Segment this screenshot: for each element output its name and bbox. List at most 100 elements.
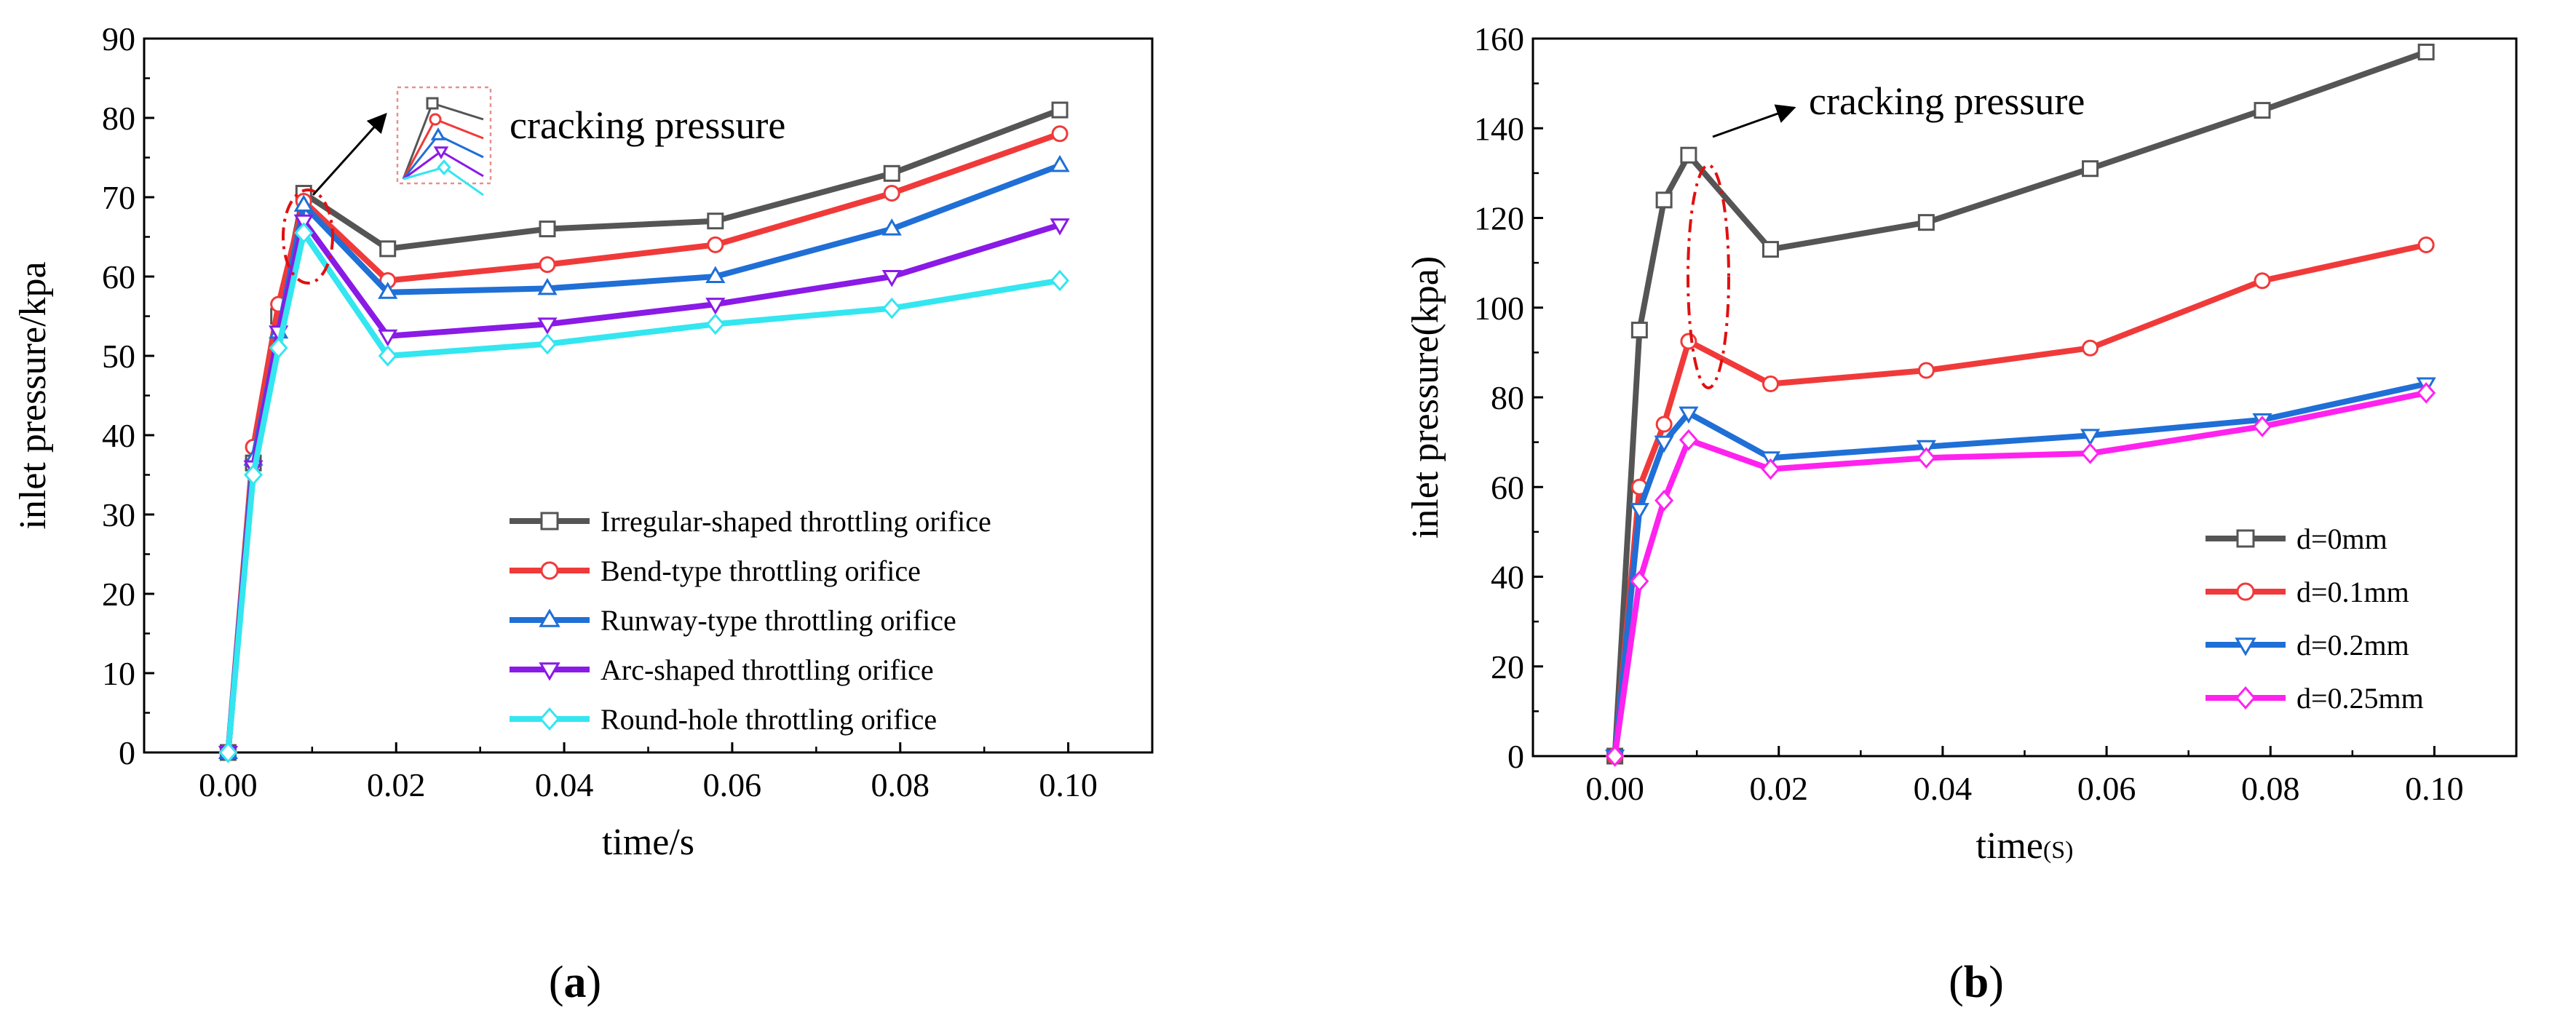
data-point-3-8 — [2417, 382, 2436, 404]
data-point-1-8 — [2417, 236, 2435, 253]
data-point-1-7 — [883, 185, 900, 202]
legend-marker-0 — [540, 512, 559, 531]
data-point-2-5 — [537, 277, 558, 295]
legend-label-0: d=0mm — [2296, 523, 2387, 555]
x-tick-label: 0.10 — [1039, 766, 1098, 803]
data-point-0-8 — [2417, 43, 2435, 60]
data-point-3-2 — [1654, 489, 1674, 512]
data-point-2-1 — [1629, 503, 1649, 520]
data-point-0-5 — [1917, 214, 1935, 231]
cracking-pressure-ellipse — [282, 188, 334, 285]
data-point-3-6 — [2080, 442, 2100, 464]
data-point-0-2 — [1655, 191, 1673, 209]
legend-label-2: d=0.2mm — [2296, 629, 2409, 662]
data-point-4-3 — [294, 222, 314, 244]
inset-rise-4 — [403, 166, 445, 180]
data-point-1-5 — [539, 256, 556, 274]
data-point-2-7 — [881, 218, 902, 236]
inset-fall-1 — [435, 118, 484, 140]
x-axis-label: time(S) — [1976, 825, 2074, 867]
annotation-text: cracking pressure — [1809, 79, 2085, 123]
y-tick-label: 0 — [1507, 738, 1524, 775]
legend-marker-2 — [539, 608, 560, 627]
y-tick-label: 80 — [102, 100, 135, 137]
y-tick-label: 50 — [102, 338, 135, 375]
data-point-4-4 — [378, 345, 397, 367]
legend-marker-2 — [2235, 637, 2256, 656]
data-point-3-4 — [1761, 458, 1780, 480]
cracking-pressure-ellipse — [1687, 164, 1730, 389]
chart-a: 0 10 20 30 40 50 60 70 80 90 0.00 0.02 0.04 0.06 0.08 0… — [12, 20, 1154, 1007]
x-axis-label: time/s — [602, 822, 694, 863]
data-point-0-4 — [379, 240, 397, 258]
inset-rise-0 — [402, 103, 434, 180]
data-point-2-3 — [293, 194, 314, 212]
annotation-text: cracking pressure — [510, 103, 785, 147]
data-point-4-6 — [705, 313, 725, 335]
y-tick-label: 20 — [1491, 648, 1524, 686]
legend-label-2: Runway-type throttling orifice — [601, 604, 956, 637]
y-tick-label: 0 — [119, 734, 135, 771]
y-tick-label: 100 — [1474, 290, 1524, 327]
data-point-2-3 — [1679, 406, 1699, 424]
data-point-0-4 — [1761, 241, 1779, 258]
data-point-4-0 — [218, 742, 238, 763]
data-point-3-5 — [1917, 447, 1936, 469]
data-point-0-8 — [1051, 101, 1069, 119]
data-point-4-1 — [244, 464, 263, 486]
legend-label-0: Irregular-shaped throttling orifice — [601, 505, 991, 538]
inset-marker-4 — [437, 159, 451, 176]
data-point-4-8 — [1050, 269, 1070, 292]
x-tick-label: 0.04 — [1914, 770, 1973, 807]
legend-label-1: d=0.1mm — [2296, 576, 2409, 608]
x-tick-label: 0.02 — [367, 766, 426, 803]
data-point-0-7 — [883, 164, 900, 182]
data-point-0-3 — [1680, 146, 1697, 164]
x-tick-label: 0.02 — [1750, 770, 1809, 807]
data-point-0-7 — [2254, 102, 2271, 119]
y-axis-label: inlet pressure/kpa — [12, 261, 54, 529]
data-point-1-7 — [2254, 272, 2271, 290]
data-point-2-8 — [1050, 154, 1070, 172]
inset-rise-3 — [403, 150, 442, 180]
inset-marker-1 — [429, 113, 442, 126]
y-tick-label: 90 — [102, 20, 135, 57]
data-point-2-6 — [2080, 429, 2101, 446]
y-axis-label: inlet pressure(kpa) — [1405, 256, 1446, 539]
data-point-1-8 — [1051, 125, 1069, 143]
y-tick-label: 60 — [1491, 469, 1524, 506]
data-point-4-2 — [269, 337, 288, 359]
data-point-3-0 — [1605, 745, 1625, 767]
legend-marker-0 — [2236, 529, 2255, 548]
data-point-2-4 — [378, 282, 398, 299]
data-point-3-5 — [537, 317, 558, 335]
data-point-3-7 — [2252, 416, 2272, 437]
data-point-3-3 — [1679, 429, 1698, 451]
data-point-3-7 — [881, 270, 902, 287]
legend-label-4: Round-hole throttling orifice — [601, 703, 937, 736]
inset-marker-2 — [430, 127, 446, 140]
data-point-3-6 — [705, 298, 726, 315]
data-point-1-2 — [1655, 416, 1673, 433]
data-point-1-6 — [707, 236, 724, 253]
x-tick-label: 0.06 — [703, 766, 762, 803]
data-point-3-8 — [1050, 218, 1070, 236]
y-tick-label: 30 — [102, 496, 135, 533]
data-point-3-1 — [1630, 570, 1649, 592]
data-point-1-4 — [1761, 376, 1779, 393]
x-tick-label: 0.06 — [2077, 770, 2136, 807]
legend-marker-3 — [2235, 686, 2256, 710]
y-tick-label: 10 — [102, 655, 135, 692]
legend-label-3: Arc-shaped throttling orifice — [601, 653, 934, 686]
x-tick-label: 0.00 — [199, 766, 258, 803]
inset-marker-0 — [426, 97, 439, 110]
x-tick-label: 0.08 — [2241, 770, 2300, 807]
data-point-1-6 — [2082, 339, 2099, 357]
x-tick-label: 0.04 — [535, 766, 594, 803]
x-tick-label: 0.08 — [871, 766, 930, 803]
y-tick-label: 120 — [1474, 200, 1524, 237]
data-point-1-5 — [1917, 362, 1935, 379]
inset-rise-1 — [402, 119, 437, 180]
data-point-2-6 — [705, 266, 726, 283]
